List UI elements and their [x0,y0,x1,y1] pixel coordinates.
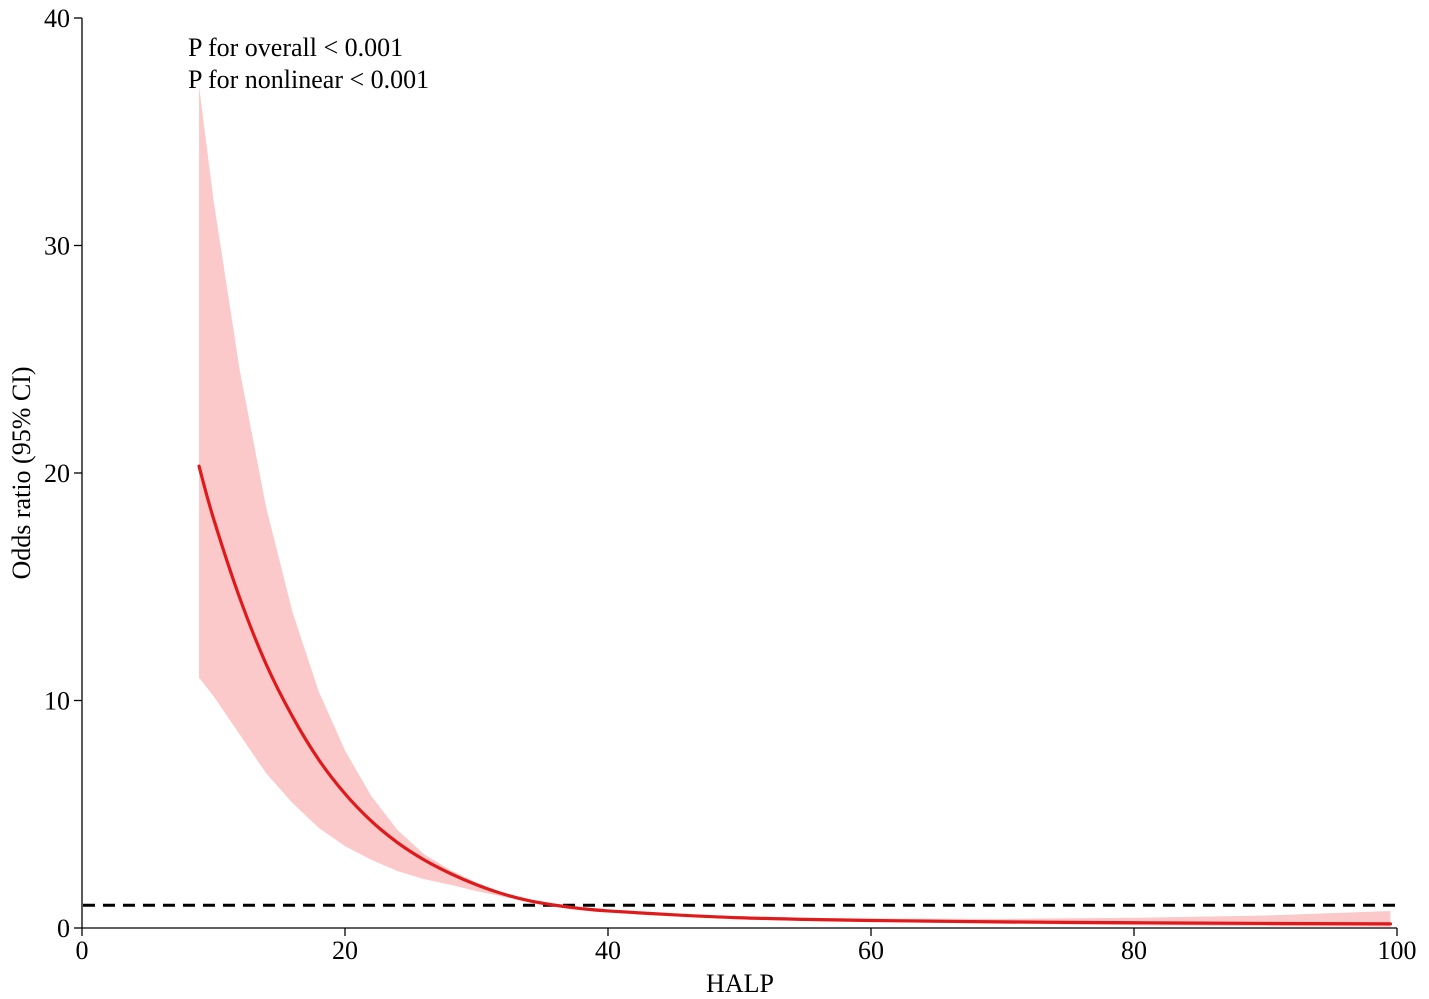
y-tick-label: 40 [44,4,70,33]
y-tick-label: 0 [57,914,70,943]
ticks: 0 20 40 60 80 100 0 10 20 30 40 [44,4,1417,965]
x-tick-label: 100 [1378,936,1417,965]
y-tick-label: 10 [44,687,70,716]
y-tick-label: 30 [44,232,70,261]
x-tick-label: 80 [1121,936,1147,965]
x-axis-title: HALP [706,969,774,998]
y-tick-label: 20 [44,459,70,488]
p-nonlinear-annotation: P for nonlinear < 0.001 [188,65,429,94]
x-tick-label: 40 [595,936,621,965]
x-tick-label: 20 [332,936,358,965]
plot-area [83,86,1397,927]
odds-ratio-curve [197,464,1393,926]
x-tick-label: 60 [858,936,884,965]
confidence-band [199,86,1391,927]
p-overall-annotation: P for overall < 0.001 [188,33,403,62]
axes [81,18,1397,929]
y-axis-title: Odds ratio (95% CI) [7,366,36,579]
x-tick-label: 0 [76,936,89,965]
